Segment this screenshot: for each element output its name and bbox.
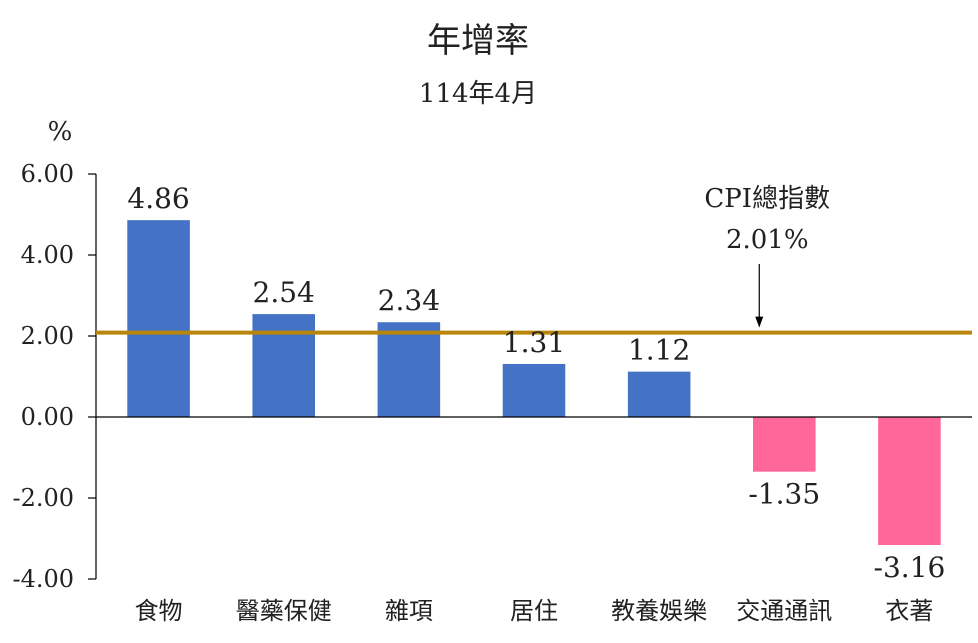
y-tick-label: 4.00: [21, 241, 74, 269]
value-label-1: 4.86: [127, 182, 189, 215]
category-label-1: 食物: [135, 597, 183, 625]
y-tick-label: -2.00: [12, 484, 74, 512]
category-label-7: 衣著: [885, 597, 933, 625]
category-label-5: 教養娛樂: [611, 597, 707, 625]
value-label-6: -1.35: [748, 478, 820, 511]
category-label-6: 交通通訊: [736, 597, 832, 625]
bar-6: [753, 417, 816, 472]
value-label-3: 2.34: [378, 284, 440, 317]
value-label-2: 2.54: [253, 276, 315, 309]
value-labels-group: 4.86 2.54 2.34 1.31 1.12 -1.35 -3.16: [127, 182, 945, 584]
bar-4: [502, 363, 566, 417]
bar-3: [377, 322, 441, 417]
y-axis-ticks: 6.00 4.00 2.00 0.00 -2.00 -4.00: [12, 160, 96, 593]
cpi-annotation-value: 2.01%: [726, 225, 809, 255]
chart-subtitle: 114年4月: [419, 79, 537, 109]
bar-5: [627, 371, 691, 417]
category-labels-group: 食物 醫藥保健 雜項 居住 教養娛樂 交通通訊 衣著: [135, 597, 934, 625]
bar-7: [878, 417, 941, 545]
cpi-annotation-arrow-head: [755, 316, 764, 328]
value-label-5: 1.12: [628, 334, 690, 367]
value-label-4: 1.31: [503, 326, 565, 359]
value-label-7: -3.16: [874, 551, 946, 584]
y-axis-unit-label: %: [48, 117, 73, 147]
y-tick-label: -4.00: [12, 565, 74, 593]
category-label-4: 居住: [510, 597, 558, 625]
cpi-annotation-name: CPI總指數: [704, 184, 830, 214]
category-label-3: 雜項: [385, 597, 433, 625]
y-tick-label: 6.00: [21, 160, 74, 188]
category-label-2: 醫藥保健: [236, 597, 332, 625]
bar-2: [252, 314, 315, 417]
bar-1: [127, 220, 190, 417]
y-tick-label: 2.00: [21, 322, 74, 350]
chart-title: 年增率: [427, 21, 529, 61]
y-tick-label: 0.00: [21, 403, 74, 431]
